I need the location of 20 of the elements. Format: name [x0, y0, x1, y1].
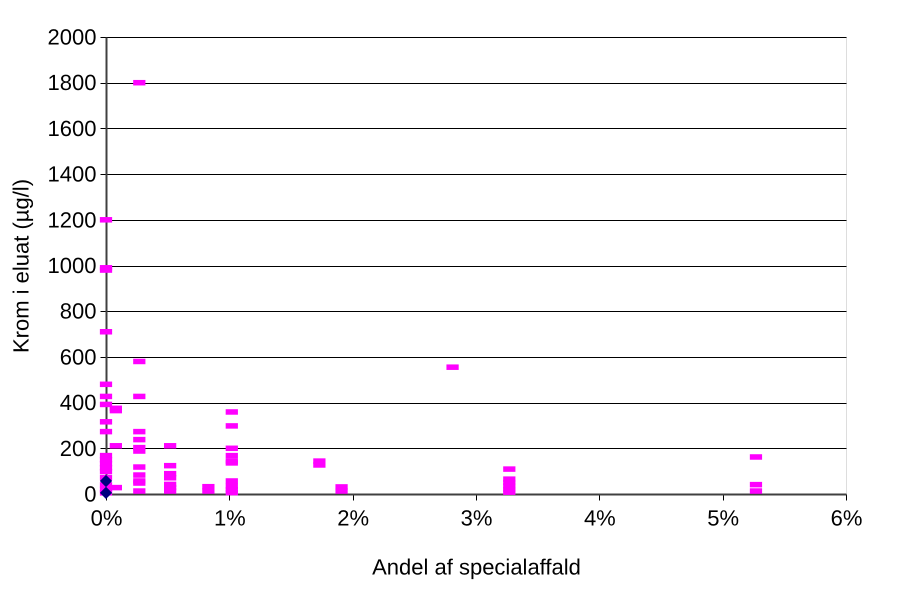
y-tick-label: 800: [60, 298, 96, 324]
y-tick-label: 200: [60, 436, 96, 461]
y-tick-label: 2000: [48, 24, 96, 50]
x-tick-label: 3%: [460, 506, 492, 530]
x-tick-label: 1%: [214, 506, 246, 530]
x-tick-label: 5%: [707, 506, 740, 530]
y-tick-label: 1200: [48, 207, 96, 232]
y-tick-label: 1000: [48, 253, 96, 278]
x-axis-title: Andel af specialaffald: [372, 554, 581, 580]
y-tick-label: 600: [60, 344, 96, 370]
y-tick-label: 1800: [48, 70, 96, 96]
y-tick-label: 0: [84, 482, 96, 506]
y-tick-label: 400: [60, 390, 96, 416]
x-tick-label: 6%: [830, 506, 862, 530]
x-tick-label: 2%: [337, 506, 370, 530]
y-tick-label: 1400: [48, 162, 96, 187]
y-axis-title: Krom i eluat (µg/l): [8, 178, 34, 354]
x-tick-label: 0%: [90, 506, 122, 530]
x-tick-label: 4%: [584, 506, 616, 530]
y-tick-label: 1600: [48, 116, 96, 141]
